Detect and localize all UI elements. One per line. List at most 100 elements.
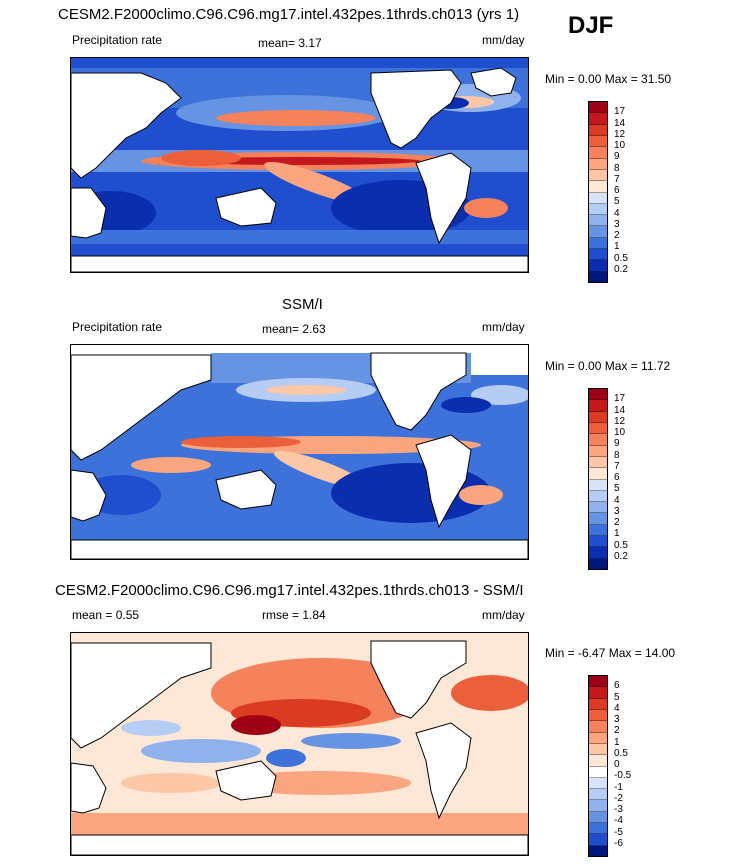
panel-2-map [70, 344, 529, 560]
panel-3-colorbar-ticks: 6 5 4 3 2 1 0.5 0 -0.5 -1 -2 -3 -4 -5 -6 [614, 675, 654, 855]
colorbar-swatch [589, 789, 607, 801]
colorbar-swatch [589, 445, 607, 457]
model-precip-field [71, 58, 528, 272]
colorbar-swatch [589, 558, 607, 569]
colorbar-tick-label: -2 [614, 792, 623, 804]
colorbar-swatch [589, 456, 607, 469]
colorbar-tick-label: 1 [614, 736, 620, 748]
colorbar-tick-label: -1 [614, 781, 623, 793]
colorbar-tick-label: 14 [614, 117, 626, 129]
colorbar-swatch [589, 811, 607, 824]
colorbar-swatch [589, 215, 607, 227]
colorbar-swatch [589, 698, 607, 710]
colorbar-tick-label: 8 [614, 162, 620, 174]
colorbar-swatch [589, 389, 607, 401]
panel-2-units: mm/day [482, 320, 525, 334]
colorbar-swatch [589, 226, 607, 238]
colorbar-tick-label: 0.5 [614, 747, 628, 759]
panel-3-map [70, 632, 529, 856]
colorbar-tick-label: -0.5 [614, 770, 632, 782]
colorbar-tick-label: -6 [614, 837, 623, 849]
colorbar-swatch [589, 800, 607, 812]
colorbar-tick-label: 17 [614, 393, 626, 405]
colorbar-swatch [589, 260, 607, 272]
panel-1-mean: mean= 3.17 [258, 36, 322, 50]
panel-1-minmax: Min = 0.00 Max = 31.50 [545, 72, 672, 86]
colorbar-swatch [589, 468, 607, 480]
colorbar-tick-label: 6 [614, 680, 620, 692]
colorbar-swatch [589, 192, 607, 204]
colorbar-swatch [589, 709, 607, 722]
colorbar-tick-label: 12 [614, 128, 626, 140]
colorbar-swatch [589, 823, 607, 835]
colorbar-tick-label: 9 [614, 151, 620, 163]
colorbar-swatch [589, 755, 607, 767]
panel-3-mean: mean = 0.55 [72, 608, 140, 622]
colorbar-tick-label: 10 [614, 140, 626, 151]
colorbar-tick-label: 7 [614, 460, 620, 472]
colorbar-tick-label: 0.2 [614, 263, 628, 275]
diff-precip-field [71, 633, 528, 855]
panel-2-mean: mean= 2.63 [262, 322, 326, 336]
colorbar-tick-label: 4 [614, 207, 620, 219]
colorbar-swatch [589, 169, 607, 182]
colorbar-swatch [589, 400, 607, 412]
panel-1-colorbar-ticks: 17 14 12 10 9 8 7 6 5 4 3 2 1 0.5 0.2 [614, 101, 654, 281]
colorbar-tick-label: 9 [614, 438, 620, 450]
panel-2-title: SSM/I [282, 296, 323, 313]
colorbar-tick-label: 3 [614, 714, 620, 725]
colorbar-swatch [589, 158, 607, 170]
colorbar-tick-label: 12 [614, 415, 626, 427]
colorbar-swatch [589, 490, 607, 503]
colorbar-tick-label: 4 [614, 494, 620, 506]
colorbar-swatch [589, 271, 607, 282]
colorbar-tick-label: -5 [614, 826, 623, 838]
colorbar-tick-label: -4 [614, 815, 623, 827]
colorbar-swatch [589, 732, 607, 744]
colorbar-tick-label: 2 [614, 230, 620, 241]
panel-1-title: CESM2.F2000climo.C96.C96.mg17.intel.432p… [58, 6, 520, 23]
panel-2-minmax: Min = 0.00 Max = 11.72 [545, 359, 671, 373]
panel-2-left-label: Precipitation rate [72, 320, 163, 334]
panel-3-rmse: rmse = 1.84 [262, 608, 326, 622]
colorbar-swatch [589, 687, 607, 699]
colorbar-tick-label: 17 [614, 106, 626, 118]
panel-1-left-label: Precipitation rate [72, 33, 163, 47]
colorbar-swatch [589, 124, 607, 136]
colorbar-swatch [589, 743, 607, 756]
colorbar-tick-label: 6 [614, 185, 620, 196]
colorbar-swatch [589, 181, 607, 193]
colorbar-tick-label: 0.5 [614, 539, 628, 551]
panel-3-minmax: Min = -6.47 Max = 14.00 [545, 646, 676, 660]
colorbar-tick-label: 5 [614, 691, 620, 703]
colorbar-tick-label: 14 [614, 404, 626, 416]
colorbar-tick-label: 0.5 [614, 252, 628, 264]
colorbar-swatch [589, 676, 607, 688]
colorbar-swatch [589, 777, 607, 790]
colorbar-swatch [589, 721, 607, 733]
colorbar-swatch [589, 845, 607, 856]
colorbar-tick-label: 0 [614, 759, 620, 770]
colorbar-swatch [589, 502, 607, 514]
colorbar-tick-label: 2 [614, 517, 620, 528]
colorbar-tick-label: 10 [614, 427, 626, 438]
colorbar-tick-label: 4 [614, 702, 620, 714]
colorbar-swatch [589, 479, 607, 491]
colorbar-tick-label: 8 [614, 449, 620, 461]
colorbar-tick-label: 5 [614, 196, 620, 208]
colorbar-swatch [589, 513, 607, 525]
panel-1-map [70, 57, 529, 273]
colorbar-swatch [589, 135, 607, 148]
colorbar-swatch [589, 547, 607, 559]
colorbar-tick-label: 6 [614, 472, 620, 483]
colorbar-tick-label: 5 [614, 483, 620, 495]
panel-1-colorbar [588, 101, 608, 283]
panel-2-colorbar-ticks: 17 14 12 10 9 8 7 6 5 4 3 2 1 0.5 0.2 [614, 388, 654, 568]
colorbar-tick-label: 1 [614, 241, 620, 253]
obs-precip-field [71, 345, 528, 559]
colorbar-swatch [589, 536, 607, 548]
season-label: DJF [568, 12, 614, 39]
colorbar-tick-label: 2 [614, 725, 620, 737]
colorbar-tick-label: 0.2 [614, 550, 628, 562]
colorbar-swatch [589, 434, 607, 446]
